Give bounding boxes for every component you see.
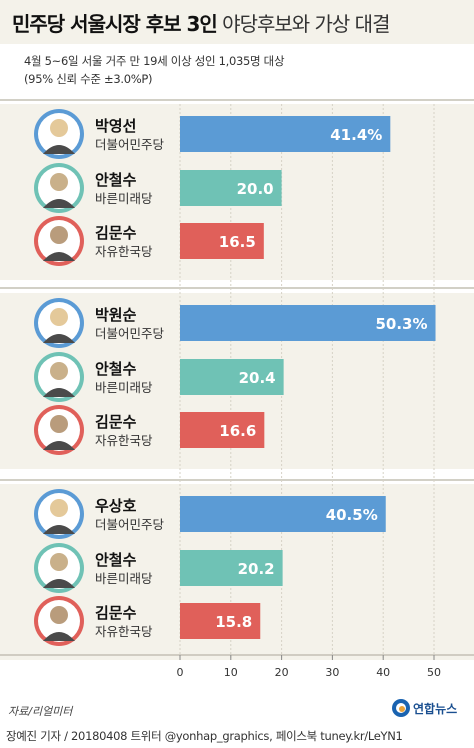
avatar-head	[50, 415, 68, 433]
confidence-info: (95% 신뢰 수준 ±3.0%P)	[24, 72, 153, 86]
avatar-shoulders	[43, 441, 75, 450]
avatar-head	[50, 119, 68, 137]
candidate-name: 안철수	[95, 551, 137, 569]
avatar-head	[50, 173, 68, 191]
title-main: 민주당 서울시장 후보 3인	[12, 12, 218, 36]
bar	[180, 116, 391, 152]
avatar-head	[50, 499, 68, 517]
candidate-name: 김문수	[95, 604, 137, 622]
yonhap-logo-icon	[392, 699, 410, 717]
candidate-name: 우상호	[95, 497, 137, 515]
bar-value-label: 16.6	[219, 422, 256, 440]
candidate-party: 더불어민주당	[95, 517, 165, 532]
bar-value-label: 50.3%	[375, 315, 427, 333]
candidate-name: 김문수	[95, 413, 137, 431]
tick-label: 0	[177, 666, 184, 679]
source-note: 자료/리얼미터	[8, 705, 73, 718]
avatar-shoulders	[43, 632, 75, 641]
bar-value-label: 41.4%	[330, 126, 382, 144]
candidate-party: 자유한국당	[95, 433, 153, 448]
candidate-party: 자유한국당	[95, 244, 153, 259]
bar-value-label: 15.8	[215, 613, 252, 631]
tick-label: 30	[325, 666, 339, 679]
tick-label: 50	[427, 666, 441, 679]
logo-text: 연합뉴스	[413, 701, 458, 716]
candidate-party: 바른미래당	[95, 191, 153, 206]
candidate-name: 김문수	[95, 224, 137, 242]
tick-label: 10	[224, 666, 238, 679]
candidate-party: 바른미래당	[95, 380, 153, 395]
bar	[180, 496, 386, 532]
candidate-name: 박원순	[95, 306, 137, 324]
title-bar	[0, 0, 474, 44]
avatar-shoulders	[43, 334, 75, 343]
bar	[180, 412, 265, 448]
candidate-name: 안철수	[95, 171, 137, 189]
tick-label: 40	[376, 666, 390, 679]
bar	[180, 603, 261, 639]
avatar-shoulders	[43, 388, 75, 397]
avatar-shoulders	[43, 145, 75, 154]
avatar-shoulders	[43, 252, 75, 261]
candidate-name: 안철수	[95, 360, 137, 378]
candidate-party: 더불어민주당	[95, 137, 165, 152]
avatar-head	[50, 362, 68, 380]
bar	[180, 305, 436, 341]
title-sub: 야당후보와 가상 대결	[222, 12, 390, 36]
avatar-shoulders	[43, 579, 75, 588]
avatar-shoulders	[43, 525, 75, 534]
bar	[180, 550, 283, 586]
survey-info: 4월 5~6일 서울 거주 만 19세 이상 성인 1,035명 대상	[24, 54, 285, 68]
candidate-party: 바른미래당	[95, 571, 153, 586]
bar	[180, 223, 264, 259]
avatar-head	[50, 308, 68, 326]
bar-value-label: 20.4	[239, 369, 276, 387]
credit-line: 장예진 기자 / 20180408 트위터 @yonhap_graphics, …	[6, 729, 403, 743]
avatar-head	[50, 553, 68, 571]
bar	[180, 359, 284, 395]
candidate-party: 자유한국당	[95, 624, 153, 639]
bar-value-label: 16.5	[219, 233, 256, 251]
candidate-party: 더불어민주당	[95, 326, 165, 341]
chart-title: 민주당 서울시장 후보 3인 야당후보와 가상 대결	[12, 8, 391, 37]
candidate-name: 박영선	[95, 117, 136, 135]
bar-value-label: 40.5%	[326, 506, 378, 524]
bar-value-label: 20.2	[238, 560, 275, 578]
yonhap-logo: 연합뉴스	[392, 697, 468, 719]
tick-label: 20	[275, 666, 289, 679]
bar	[180, 170, 282, 206]
bar-value-label: 20.0	[237, 180, 274, 198]
avatar-head	[50, 606, 68, 624]
avatar-head	[50, 226, 68, 244]
avatar-shoulders	[43, 199, 75, 208]
